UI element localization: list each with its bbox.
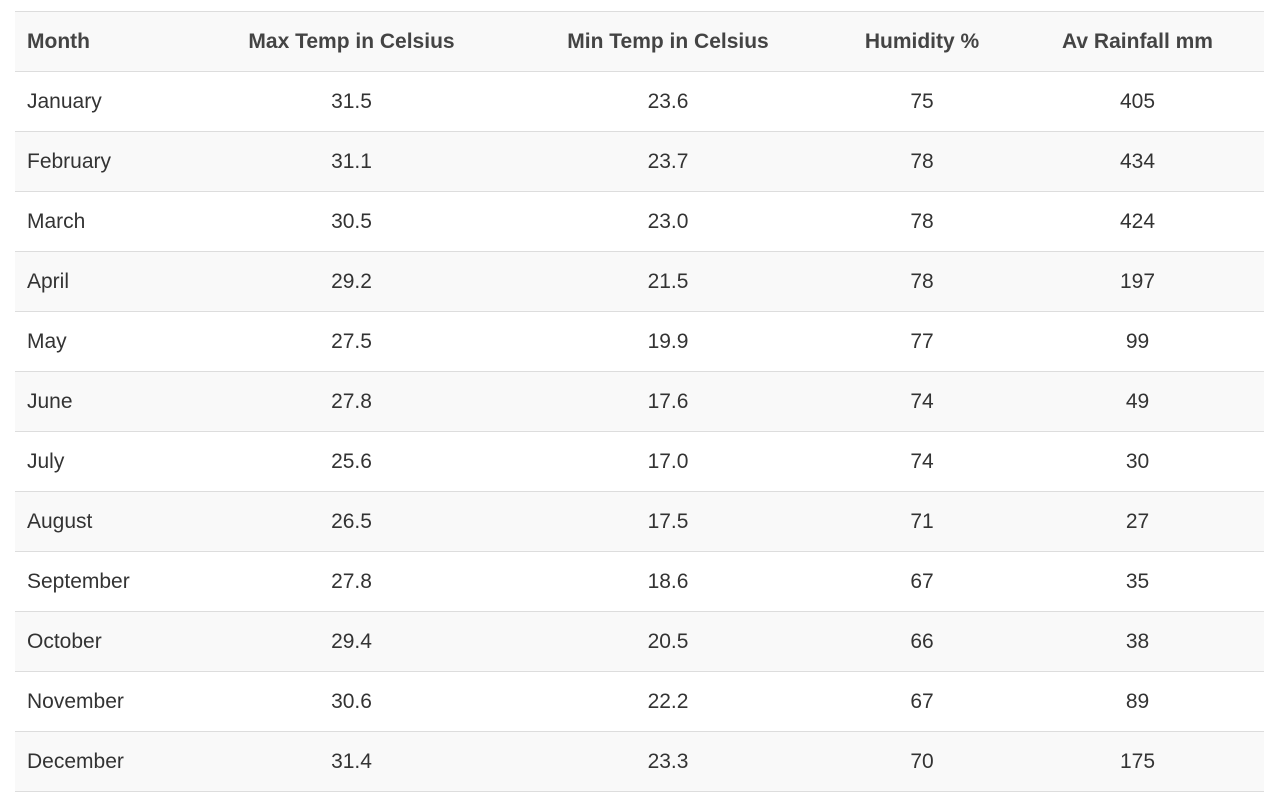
climate-table-container: Month Max Temp in Celsius Min Temp in Ce… bbox=[15, 11, 1264, 792]
table-row: November 30.6 22.2 67 89 bbox=[15, 671, 1264, 732]
cell-min-temp: 23.7 bbox=[647, 149, 689, 173]
table-row: March 30.5 23.0 78 424 bbox=[15, 191, 1264, 252]
cell-min-temp: 20.5 bbox=[647, 629, 689, 653]
cell-max-temp: 29.2 bbox=[331, 269, 372, 293]
cell-month: August bbox=[27, 509, 93, 533]
cell-month: July bbox=[27, 449, 65, 473]
cell-max-temp: 30.6 bbox=[331, 689, 372, 713]
cell-min-temp: 23.3 bbox=[647, 749, 689, 773]
cell-min-temp: 23.0 bbox=[647, 209, 689, 233]
cell-rainfall: 49 bbox=[1125, 389, 1150, 413]
cell-min-temp: 22.2 bbox=[647, 689, 689, 713]
cell-min-temp: 17.5 bbox=[647, 509, 689, 533]
cell-rainfall: 197 bbox=[1119, 269, 1156, 293]
cell-month: June bbox=[27, 389, 73, 413]
cell-humidity: 71 bbox=[910, 509, 934, 533]
cell-month: September bbox=[27, 569, 130, 593]
table-row: October 29.4 20.5 66 38 bbox=[15, 611, 1264, 672]
climate-table: Month Max Temp in Celsius Min Temp in Ce… bbox=[15, 11, 1264, 792]
cell-month: November bbox=[27, 689, 124, 713]
header-max-temp: Max Temp in Celsius bbox=[248, 29, 455, 53]
cell-max-temp: 26.5 bbox=[331, 509, 372, 533]
cell-min-temp: 18.6 bbox=[647, 569, 689, 593]
cell-max-temp: 31.5 bbox=[331, 89, 372, 113]
cell-month: May bbox=[27, 329, 67, 353]
header-humidity: Humidity % bbox=[864, 29, 980, 53]
cell-humidity: 70 bbox=[910, 749, 934, 773]
cell-max-temp: 27.5 bbox=[331, 329, 372, 353]
cell-min-temp: 19.9 bbox=[647, 329, 689, 353]
header-min-temp: Min Temp in Celsius bbox=[567, 29, 769, 53]
cell-rainfall: 99 bbox=[1125, 329, 1150, 353]
cell-max-temp: 27.8 bbox=[331, 389, 372, 413]
cell-max-temp: 31.1 bbox=[331, 149, 372, 173]
table-row: May 27.5 19.9 77 99 bbox=[15, 311, 1264, 372]
cell-min-temp: 17.6 bbox=[647, 389, 689, 413]
cell-rainfall: 38 bbox=[1125, 629, 1150, 653]
header-month: Month bbox=[27, 29, 90, 53]
cell-humidity: 66 bbox=[910, 629, 934, 653]
cell-rainfall: 405 bbox=[1119, 89, 1156, 113]
cell-rainfall: 27 bbox=[1125, 509, 1150, 533]
header-rainfall: Av Rainfall mm bbox=[1062, 29, 1213, 53]
cell-min-temp: 17.0 bbox=[647, 449, 689, 473]
cell-max-temp: 29.4 bbox=[331, 629, 372, 653]
cell-max-temp: 25.6 bbox=[331, 449, 372, 473]
table-row: July 25.6 17.0 74 30 bbox=[15, 431, 1264, 492]
cell-humidity: 78 bbox=[910, 149, 934, 173]
table-row: January 31.5 23.6 75 405 bbox=[15, 71, 1264, 132]
cell-rainfall: 35 bbox=[1125, 569, 1150, 593]
cell-rainfall: 175 bbox=[1119, 749, 1156, 773]
table-row: December 31.4 23.3 70 175 bbox=[15, 731, 1264, 792]
cell-humidity: 67 bbox=[910, 569, 934, 593]
cell-min-temp: 21.5 bbox=[647, 269, 689, 293]
cell-month: April bbox=[27, 269, 70, 293]
cell-humidity: 74 bbox=[910, 449, 934, 473]
table-row: April 29.2 21.5 78 197 bbox=[15, 251, 1264, 312]
cell-humidity: 75 bbox=[910, 89, 934, 113]
table-row: June 27.8 17.6 74 49 bbox=[15, 371, 1264, 432]
cell-min-temp: 23.6 bbox=[647, 89, 689, 113]
cell-month: December bbox=[27, 749, 124, 773]
cell-rainfall: 434 bbox=[1119, 149, 1156, 173]
cell-humidity: 74 bbox=[910, 389, 934, 413]
cell-humidity: 78 bbox=[910, 269, 934, 293]
cell-rainfall: 30 bbox=[1125, 449, 1150, 473]
cell-humidity: 67 bbox=[910, 689, 934, 713]
cell-month: January bbox=[27, 89, 102, 113]
cell-max-temp: 27.8 bbox=[331, 569, 372, 593]
cell-humidity: 78 bbox=[910, 209, 934, 233]
table-body: January 31.5 23.6 75 405 February 31.1 2… bbox=[15, 71, 1264, 792]
cell-rainfall: 424 bbox=[1119, 209, 1156, 233]
table-row: September 27.8 18.6 67 35 bbox=[15, 551, 1264, 612]
table-header: Month Max Temp in Celsius Min Temp in Ce… bbox=[15, 11, 1264, 72]
header-row: Month Max Temp in Celsius Min Temp in Ce… bbox=[15, 11, 1264, 72]
cell-month: March bbox=[27, 209, 86, 233]
table-row: August 26.5 17.5 71 27 bbox=[15, 491, 1264, 552]
cell-month: October bbox=[27, 629, 102, 653]
cell-month: February bbox=[27, 149, 112, 173]
cell-rainfall: 89 bbox=[1125, 689, 1150, 713]
table-row: February 31.1 23.7 78 434 bbox=[15, 131, 1264, 192]
cell-max-temp: 30.5 bbox=[331, 209, 372, 233]
cell-humidity: 77 bbox=[910, 329, 934, 353]
cell-max-temp: 31.4 bbox=[331, 749, 372, 773]
